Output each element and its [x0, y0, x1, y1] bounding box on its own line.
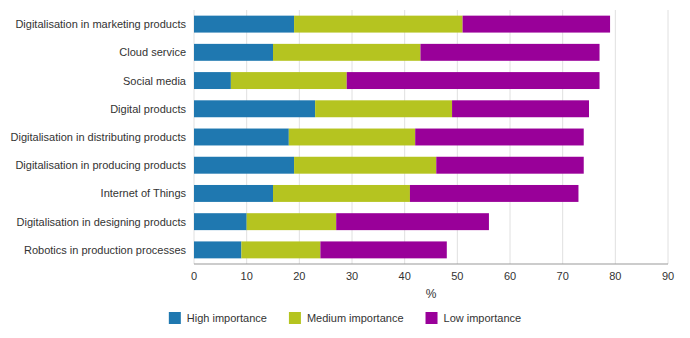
- bars: [194, 16, 610, 259]
- x-tick-label: 0: [191, 270, 197, 282]
- legend-label: High importance: [187, 312, 267, 324]
- category-label: Digitalisation in marketing products: [15, 18, 186, 30]
- bar-segment: [320, 241, 446, 258]
- bar-segment: [194, 241, 241, 258]
- legend-label: Medium importance: [307, 312, 404, 324]
- legend-swatch: [426, 312, 438, 324]
- bar-segment: [315, 100, 452, 117]
- bar-segment: [194, 129, 289, 146]
- bar-segment: [247, 213, 337, 230]
- legend-label: Low importance: [444, 312, 522, 324]
- bar-segment: [241, 241, 320, 258]
- category-label: Digitalisation in distributing products: [11, 131, 187, 143]
- bar-segment: [273, 185, 410, 202]
- legend-item: Low importance: [426, 312, 522, 324]
- x-tick-label: 30: [346, 270, 358, 282]
- bar-segment: [194, 72, 231, 89]
- bar-segment: [452, 100, 589, 117]
- bar-segment: [436, 157, 583, 174]
- category-label: Digitalisation in designing products: [17, 216, 187, 228]
- bar-segment: [194, 185, 273, 202]
- x-tick-label: 60: [504, 270, 516, 282]
- grid-line: [668, 10, 669, 264]
- bar-segment: [194, 16, 294, 33]
- category-label: Social media: [123, 75, 187, 87]
- category-label: Digitalisation in producing products: [15, 159, 186, 171]
- bar-segment: [289, 129, 415, 146]
- bar-segment: [347, 72, 600, 89]
- x-tick-label: 10: [241, 270, 253, 282]
- bar-segment: [273, 44, 420, 61]
- bar-segment: [420, 44, 599, 61]
- legend: High importance Medium importance Low impo…: [169, 312, 521, 324]
- category-label: Digital products: [110, 103, 186, 115]
- bar-segment: [336, 213, 489, 230]
- bar-segment: [231, 72, 347, 89]
- bar-segment: [194, 100, 315, 117]
- bar-segment: [415, 129, 584, 146]
- x-tick-label: 40: [399, 270, 411, 282]
- chart: 0 10 20 30 40 50 60 70 80 90 Digitalisation in mar…: [0, 0, 690, 338]
- x-tick-label: 80: [609, 270, 621, 282]
- category-label: Robotics in production processes: [24, 244, 187, 256]
- bar-segment: [294, 16, 463, 33]
- x-axis-line: [194, 264, 668, 265]
- legend-item: Medium importance: [289, 312, 404, 324]
- x-tick-label: 20: [293, 270, 305, 282]
- legend-swatch: [289, 312, 301, 324]
- legend-item: High importance: [169, 312, 267, 324]
- bar-segment: [194, 157, 294, 174]
- bar-segment: [463, 16, 610, 33]
- x-tick-label: 50: [451, 270, 463, 282]
- x-tick-label: 90: [662, 270, 674, 282]
- legend-swatch: [169, 312, 181, 324]
- bar-segment: [294, 157, 436, 174]
- category-label: Cloud service: [119, 46, 186, 58]
- x-axis-label: %: [426, 287, 437, 301]
- grid-line: [615, 10, 616, 264]
- bar-segment: [410, 185, 579, 202]
- x-tick-label: 70: [557, 270, 569, 282]
- bar-segment: [194, 213, 247, 230]
- grid: [194, 10, 668, 264]
- bar-segment: [194, 44, 273, 61]
- category-label: Internet of Things: [101, 187, 187, 199]
